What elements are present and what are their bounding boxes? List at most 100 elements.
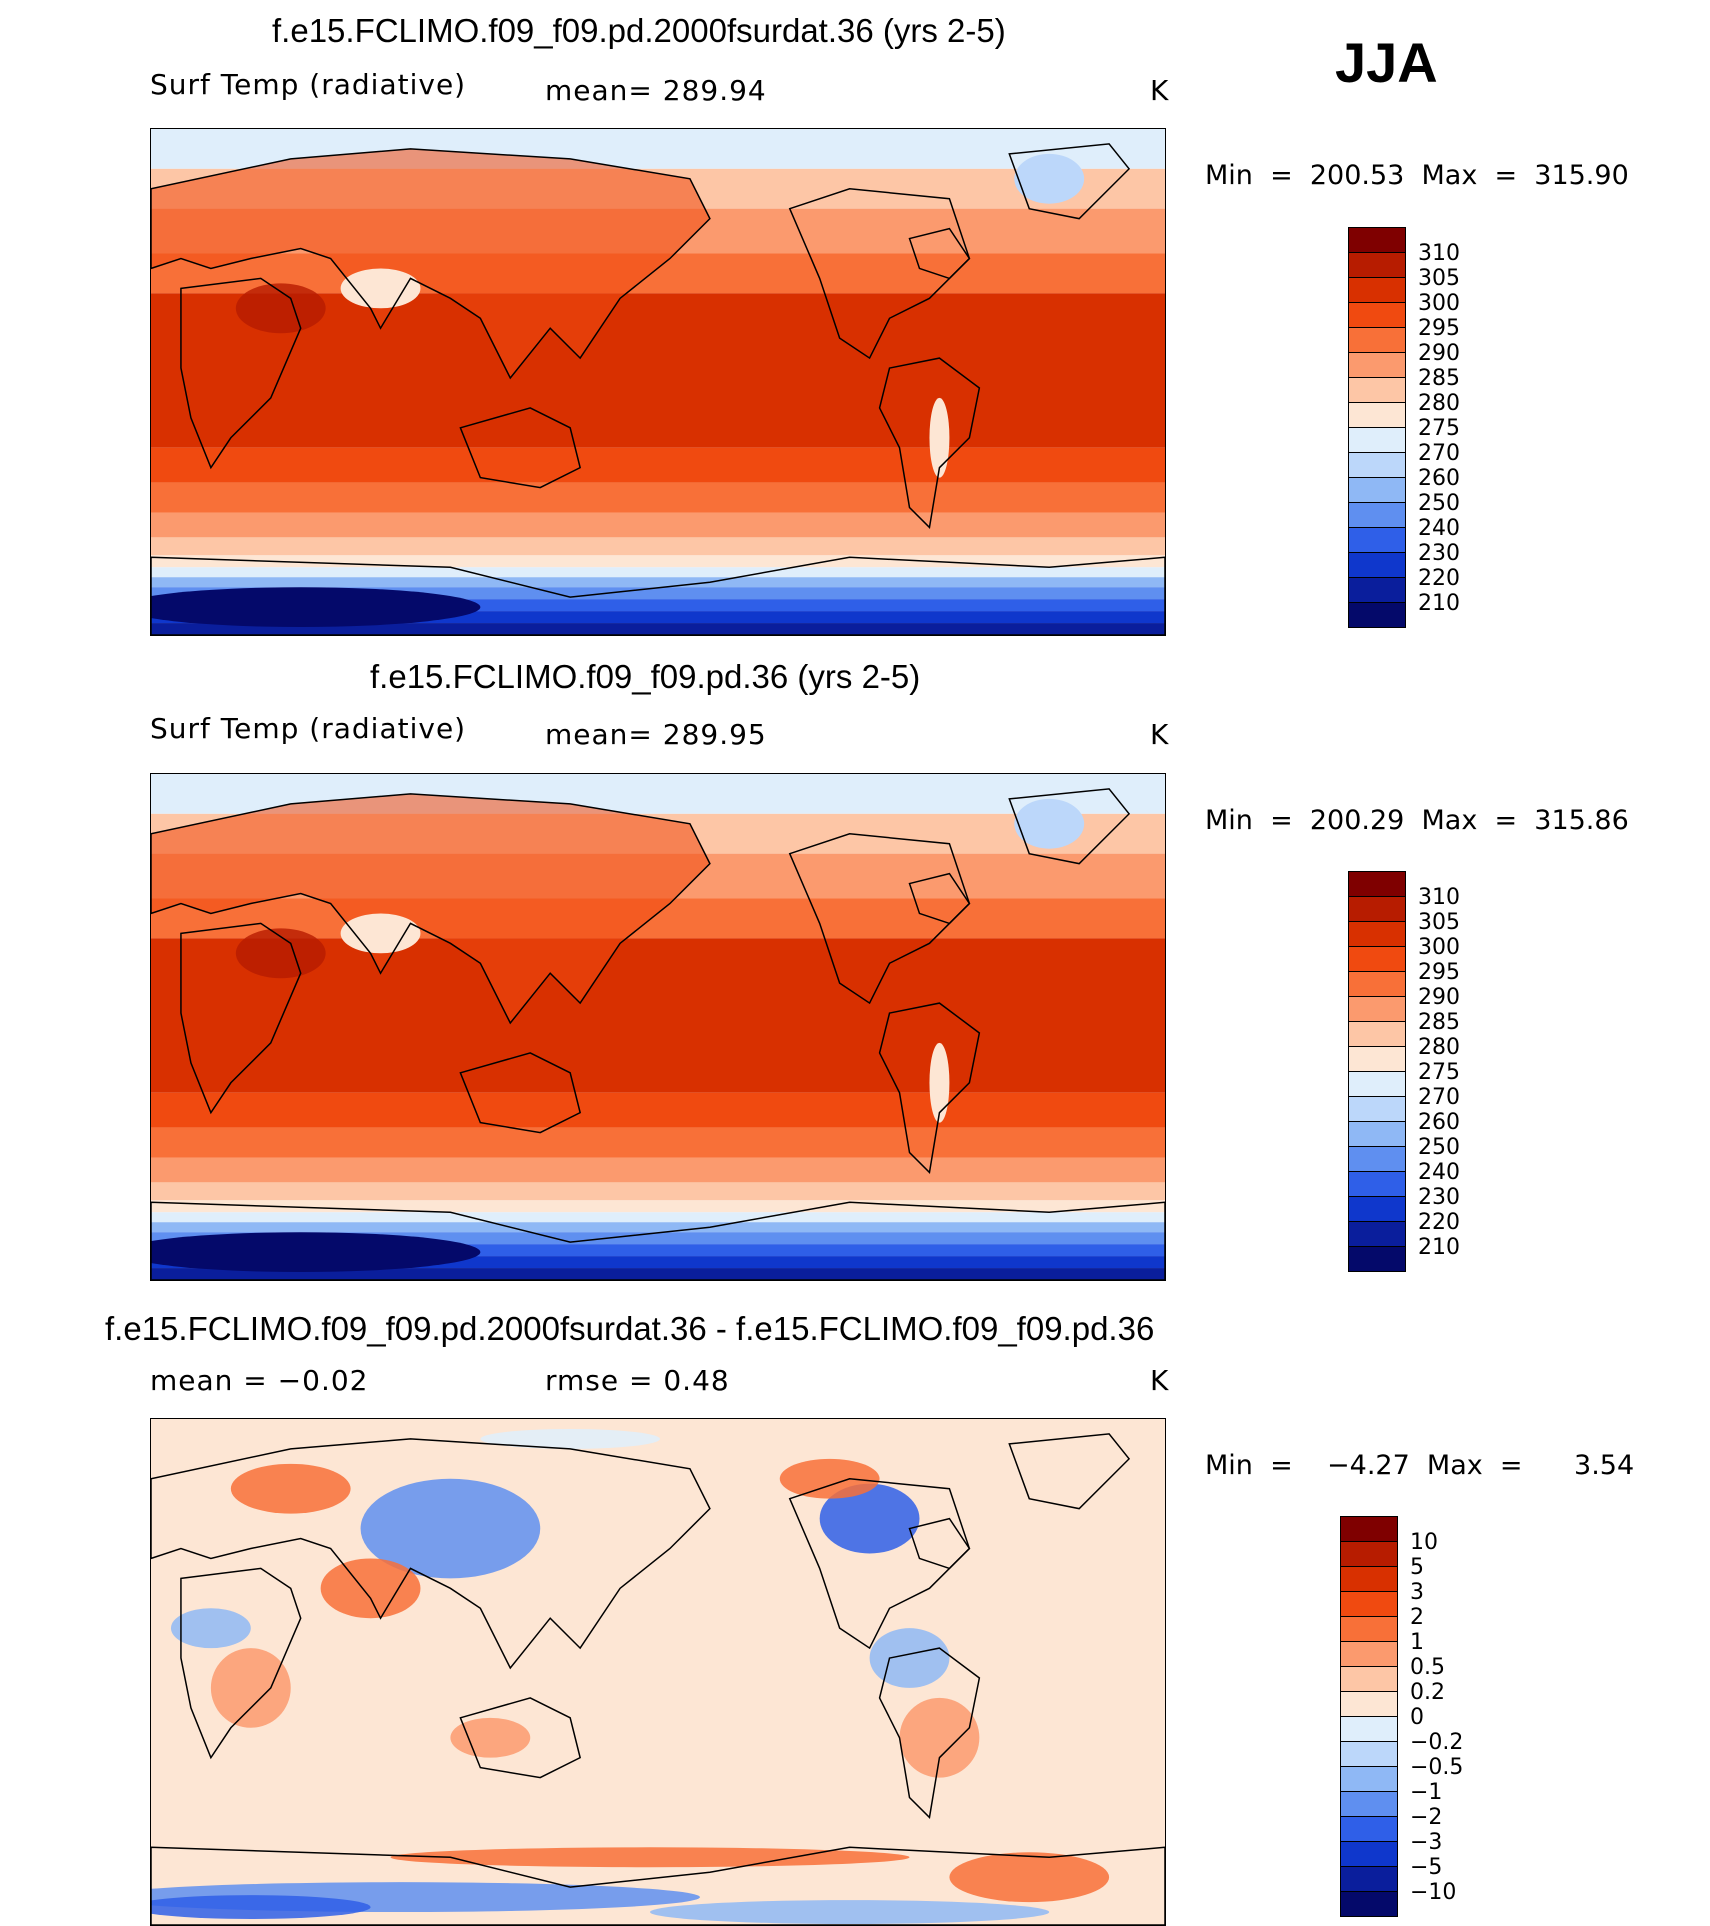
panel-3-map bbox=[150, 1418, 1166, 1926]
colorbar-swatch bbox=[1348, 402, 1406, 428]
colorbar-swatch bbox=[1348, 1196, 1406, 1222]
panel-2-map bbox=[150, 773, 1166, 1281]
colorbar-label: 240 bbox=[1418, 516, 1460, 541]
colorbar-swatch bbox=[1340, 1691, 1398, 1717]
panel-1-mean: mean= 289.94 bbox=[545, 74, 767, 107]
colorbar-swatch bbox=[1348, 227, 1406, 253]
colorbar-swatch bbox=[1340, 1766, 1398, 1792]
colorbar-swatch bbox=[1340, 1566, 1398, 1592]
colorbar-swatch bbox=[1348, 971, 1406, 997]
season-label: JJA bbox=[1335, 31, 1438, 94]
colorbar-swatch bbox=[1348, 527, 1406, 553]
colorbar-swatch bbox=[1348, 1046, 1406, 1072]
colorbar-swatch bbox=[1348, 871, 1406, 897]
colorbar-label: 3 bbox=[1410, 1580, 1424, 1605]
colorbar-swatch bbox=[1348, 946, 1406, 972]
colorbar-label: 0.2 bbox=[1410, 1680, 1445, 1705]
colorbar-label: 270 bbox=[1418, 1085, 1460, 1110]
panel-3-units: K bbox=[1150, 1364, 1170, 1397]
colorbar-swatch bbox=[1340, 1616, 1398, 1642]
colorbar-swatch bbox=[1348, 1171, 1406, 1197]
colorbar-label: 280 bbox=[1418, 391, 1460, 416]
panel-3-minmax: Min = −4.27 Max = 3.54 bbox=[1205, 1450, 1635, 1481]
colorbar-label: 285 bbox=[1418, 1010, 1460, 1035]
colorbar-swatch bbox=[1340, 1641, 1398, 1667]
colorbar-label: 220 bbox=[1418, 1210, 1460, 1235]
colorbar-label: 275 bbox=[1418, 416, 1460, 441]
colorbar-swatch bbox=[1340, 1866, 1398, 1892]
colorbar-label: 5 bbox=[1410, 1555, 1424, 1580]
colorbar-label: 310 bbox=[1418, 241, 1460, 266]
colorbar-label: 230 bbox=[1418, 1185, 1460, 1210]
colorbar-swatch bbox=[1348, 1071, 1406, 1097]
colorbar-swatch bbox=[1348, 1146, 1406, 1172]
colorbar-swatch bbox=[1340, 1591, 1398, 1617]
colorbar-label: 270 bbox=[1418, 441, 1460, 466]
colorbar-swatch bbox=[1348, 352, 1406, 378]
colorbar-label: −3 bbox=[1410, 1830, 1443, 1855]
colorbar-label: 210 bbox=[1418, 1235, 1460, 1260]
colorbar-label: 1 bbox=[1410, 1630, 1424, 1655]
colorbar-swatch bbox=[1348, 377, 1406, 403]
colorbar-label: −2 bbox=[1410, 1805, 1443, 1830]
colorbar-swatch bbox=[1348, 327, 1406, 353]
colorbar-label: 300 bbox=[1418, 291, 1460, 316]
colorbar-label: 280 bbox=[1418, 1035, 1460, 1060]
colorbar-label: −1 bbox=[1410, 1780, 1443, 1805]
colorbar-label: −5 bbox=[1410, 1855, 1443, 1880]
colorbar-label: 0 bbox=[1410, 1705, 1424, 1730]
colorbar-swatch bbox=[1348, 996, 1406, 1022]
colorbar-swatch bbox=[1340, 1891, 1398, 1917]
panel-1-variable: Surf Temp (radiative) bbox=[150, 68, 467, 101]
colorbar-label: 295 bbox=[1418, 316, 1460, 341]
colorbar-swatch bbox=[1348, 452, 1406, 478]
panel-2-minmax: Min = 200.29 Max = 315.86 bbox=[1205, 805, 1629, 836]
panel-1-units: K bbox=[1150, 74, 1170, 107]
colorbar-swatch bbox=[1340, 1841, 1398, 1867]
colorbar-swatch bbox=[1348, 477, 1406, 503]
colorbar-swatch bbox=[1348, 427, 1406, 453]
colorbar-swatch bbox=[1348, 1096, 1406, 1122]
colorbar-swatch bbox=[1348, 896, 1406, 922]
colorbar-label: 290 bbox=[1418, 341, 1460, 366]
colorbar-swatch bbox=[1340, 1516, 1398, 1542]
colorbar-label: 260 bbox=[1418, 466, 1460, 491]
colorbar-label: 295 bbox=[1418, 960, 1460, 985]
colorbar-swatch bbox=[1340, 1741, 1398, 1767]
panel-1-title: f.e15.FCLIMO.f09_f09.pd.2000fsurdat.36 (… bbox=[272, 12, 1006, 49]
colorbar-label: 230 bbox=[1418, 541, 1460, 566]
colorbar-label: −0.2 bbox=[1410, 1730, 1464, 1755]
colorbar-label: 10 bbox=[1410, 1530, 1438, 1555]
colorbar-label: 260 bbox=[1418, 1110, 1460, 1135]
colorbar-swatch bbox=[1348, 502, 1406, 528]
colorbar-label: 300 bbox=[1418, 935, 1460, 960]
colorbar-swatch bbox=[1340, 1666, 1398, 1692]
colorbar-label: 250 bbox=[1418, 1135, 1460, 1160]
colorbar-swatch bbox=[1340, 1816, 1398, 1842]
colorbar-swatch bbox=[1348, 921, 1406, 947]
colorbar-label: 290 bbox=[1418, 985, 1460, 1010]
colorbar-swatch bbox=[1348, 552, 1406, 578]
colorbar-label: 305 bbox=[1418, 266, 1460, 291]
colorbar-label: −0.5 bbox=[1410, 1755, 1464, 1780]
panel-2-units: K bbox=[1150, 718, 1170, 751]
colorbar-label: 285 bbox=[1418, 366, 1460, 391]
colorbar-label: 240 bbox=[1418, 1160, 1460, 1185]
colorbar-label: −10 bbox=[1410, 1880, 1457, 1905]
colorbar-label: 305 bbox=[1418, 910, 1460, 935]
colorbar-label: 250 bbox=[1418, 491, 1460, 516]
panel-3-title: f.e15.FCLIMO.f09_f09.pd.2000fsurdat.36 -… bbox=[105, 1310, 1155, 1347]
colorbar-swatch bbox=[1348, 1246, 1406, 1272]
colorbar-swatch bbox=[1340, 1541, 1398, 1567]
colorbar-swatch bbox=[1348, 252, 1406, 278]
panel-1-map bbox=[150, 128, 1166, 636]
colorbar-label: 310 bbox=[1418, 885, 1460, 910]
panel-1-minmax: Min = 200.53 Max = 315.90 bbox=[1205, 160, 1629, 191]
panel-2-variable: Surf Temp (radiative) bbox=[150, 712, 467, 745]
colorbar-label: 2 bbox=[1410, 1605, 1424, 1630]
colorbar-label: 210 bbox=[1418, 591, 1460, 616]
panel-2-title: f.e15.FCLIMO.f09_f09.pd.36 (yrs 2-5) bbox=[370, 658, 921, 695]
colorbar-swatch bbox=[1348, 602, 1406, 628]
colorbar-label: 0.5 bbox=[1410, 1655, 1445, 1680]
colorbar-swatch bbox=[1348, 1221, 1406, 1247]
